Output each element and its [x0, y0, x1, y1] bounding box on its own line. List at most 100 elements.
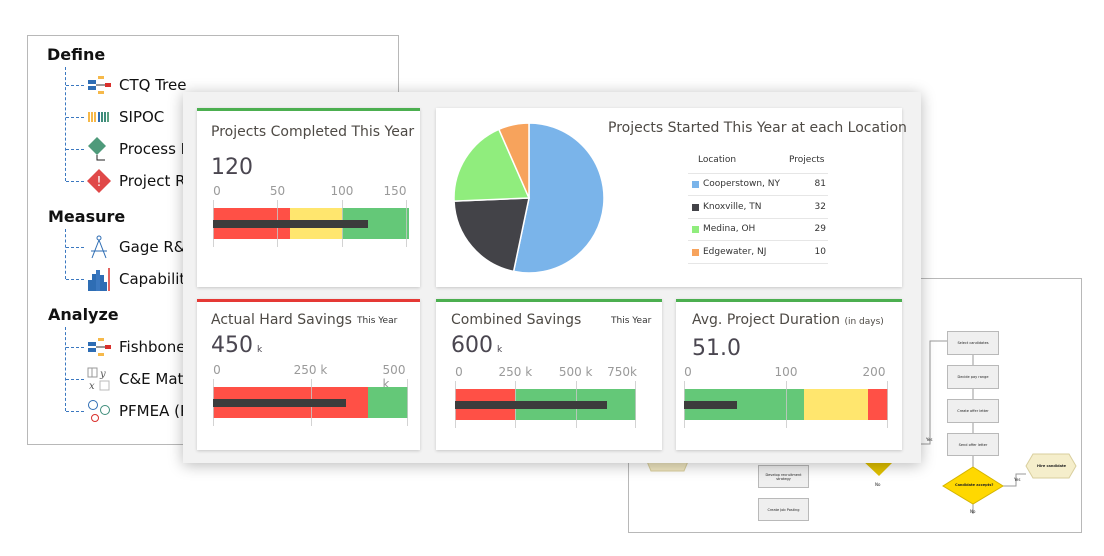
process-map-icon: [88, 137, 106, 161]
projects-completed-card[interactable]: Projects Completed This Year 120 0 50 100 1…: [197, 108, 420, 287]
tree-connector: [65, 327, 66, 411]
tree-item[interactable]: Gage R&R: [119, 238, 196, 256]
actual-value-bar: [213, 219, 368, 228]
tree-item[interactable]: CTQ Tree: [119, 76, 187, 94]
legend-row[interactable]: Cooperstown, NY 81: [688, 174, 828, 196]
section-analyze[interactable]: Analyze: [48, 305, 119, 324]
tree-item[interactable]: Capability: [119, 270, 195, 288]
legend-location: Medina, OH: [703, 224, 756, 234]
yes-label: Yes: [1014, 477, 1021, 482]
legend-location: Knoxville, TN: [703, 201, 762, 212]
tick-label: 150: [383, 184, 407, 198]
pie-slice-3[interactable]: [497, 122, 530, 199]
flow-box[interactable]: Decide pay range: [947, 365, 999, 389]
card-subtitle: This Year: [611, 316, 652, 326]
svg-text:y: y: [99, 369, 106, 380]
legend-location: Edgewater, NJ: [703, 246, 767, 257]
range-green: [367, 387, 408, 418]
flow-box[interactable]: Send offer letter: [947, 433, 999, 456]
svg-text:!: !: [96, 175, 101, 190]
tree-connector: [65, 67, 66, 181]
bullet-chart: 0 50 100 150: [213, 184, 409, 254]
tick-label: 0: [455, 365, 463, 379]
tick-label: 250 k: [498, 365, 533, 379]
flow-box[interactable]: Create Job Posting: [758, 498, 809, 521]
tree-connector: [66, 149, 84, 150]
flow-box[interactable]: Develop recruitment strategy: [758, 465, 809, 488]
ce-matrix-icon: yx: [87, 367, 110, 392]
hidden-diamond: [861, 459, 896, 476]
tree-item[interactable]: C&E Matrix: [119, 370, 203, 388]
legend-swatch: [692, 203, 699, 211]
legend-projects: 10: [814, 246, 826, 257]
decision-diamond: [942, 466, 1004, 505]
tick-line: [887, 381, 888, 428]
card-value: 51.0: [692, 336, 741, 361]
avg-duration-card[interactable]: Avg. Project Duration (in days) 51.0 0 10…: [676, 299, 902, 450]
tick-label: 0: [684, 365, 692, 379]
status-bar: [197, 299, 420, 302]
tree-connector: [66, 279, 84, 280]
pie-slice-1[interactable]: [453, 197, 530, 273]
status-bar: [436, 299, 662, 302]
projects-started-card[interactable]: Projects Started This Year at each Locat…: [436, 108, 907, 287]
col-projects: Projects: [789, 155, 825, 165]
tick-label: 100: [330, 184, 354, 198]
legend-row[interactable]: Edgewater, NJ 10: [688, 242, 828, 264]
tree-item[interactable]: SIPOC: [119, 108, 165, 126]
tick-label: 200: [862, 365, 886, 379]
status-bar: [197, 108, 420, 111]
legend-projects: 29: [814, 224, 826, 234]
legend-swatch: [692, 181, 699, 188]
flow-box[interactable]: Create offer letter: [947, 399, 999, 423]
tick-label: 100: [774, 365, 798, 379]
actual-value-bar: [684, 400, 738, 409]
gage-icon: [91, 235, 107, 259]
tick-label: 0: [213, 184, 221, 198]
tree-connector: [66, 85, 84, 86]
combined-savings-card[interactable]: Combined Savings This Year 600 k 0 250 k 50…: [436, 299, 662, 450]
section-define[interactable]: Define: [47, 45, 106, 64]
tick-label: 750k: [607, 365, 637, 379]
tree-connector: [66, 181, 84, 182]
tick-line: [406, 200, 408, 247]
flow-box[interactable]: Select candidates: [947, 331, 999, 355]
range-yellow: [804, 389, 868, 420]
dashboard-panel: Projects Completed This Year 120 0 50 100 1…: [183, 92, 921, 463]
bullet-chart: 0 250 k 500 k: [213, 363, 408, 433]
range-red: [867, 389, 888, 420]
tick-label: 500 k: [382, 363, 406, 391]
pie-title: Projects Started This Year at each Locat…: [608, 120, 907, 136]
bullet-chart: 0 100 200: [684, 365, 888, 435]
legend-row[interactable]: Medina, OH 29: [688, 219, 828, 241]
tick-label: 50: [269, 184, 286, 198]
no-label: No: [875, 482, 881, 487]
legend-projects: 32: [814, 201, 826, 212]
svg-text:x: x: [89, 381, 95, 392]
tick-label: 0: [213, 363, 221, 377]
tree-connector: [66, 117, 84, 118]
card-value: 600 k: [451, 333, 503, 358]
section-measure[interactable]: Measure: [48, 207, 126, 226]
legend-projects: 81: [814, 179, 826, 189]
status-bar: [676, 299, 902, 302]
ctq-tree-icon: [88, 76, 111, 94]
pfmea-icon: [88, 400, 110, 422]
pie-slice-2[interactable]: [453, 128, 531, 202]
actual-value-bar: [213, 398, 347, 407]
legend-swatch: [692, 248, 699, 256]
terminal-hexagon: [1025, 453, 1077, 479]
card-title: Projects Completed This Year: [211, 124, 415, 140]
tick-line: [786, 381, 787, 428]
legend-row[interactable]: Knoxville, TN 32: [688, 197, 828, 219]
card-subtitle: This Year: [357, 316, 398, 326]
tick-label: 500 k: [558, 365, 593, 379]
yes-label: Yes: [926, 437, 933, 442]
col-location: Location: [698, 155, 737, 165]
legend-swatch: [692, 226, 699, 233]
tree-item[interactable]: Fishbone: [119, 338, 186, 356]
tick-label: 250 k: [293, 363, 328, 377]
hard-savings-card[interactable]: Actual Hard Savings This Year 450 k 0 250 …: [197, 299, 420, 450]
tick-line: [407, 379, 408, 426]
pie-slice-0[interactable]: [512, 122, 605, 274]
